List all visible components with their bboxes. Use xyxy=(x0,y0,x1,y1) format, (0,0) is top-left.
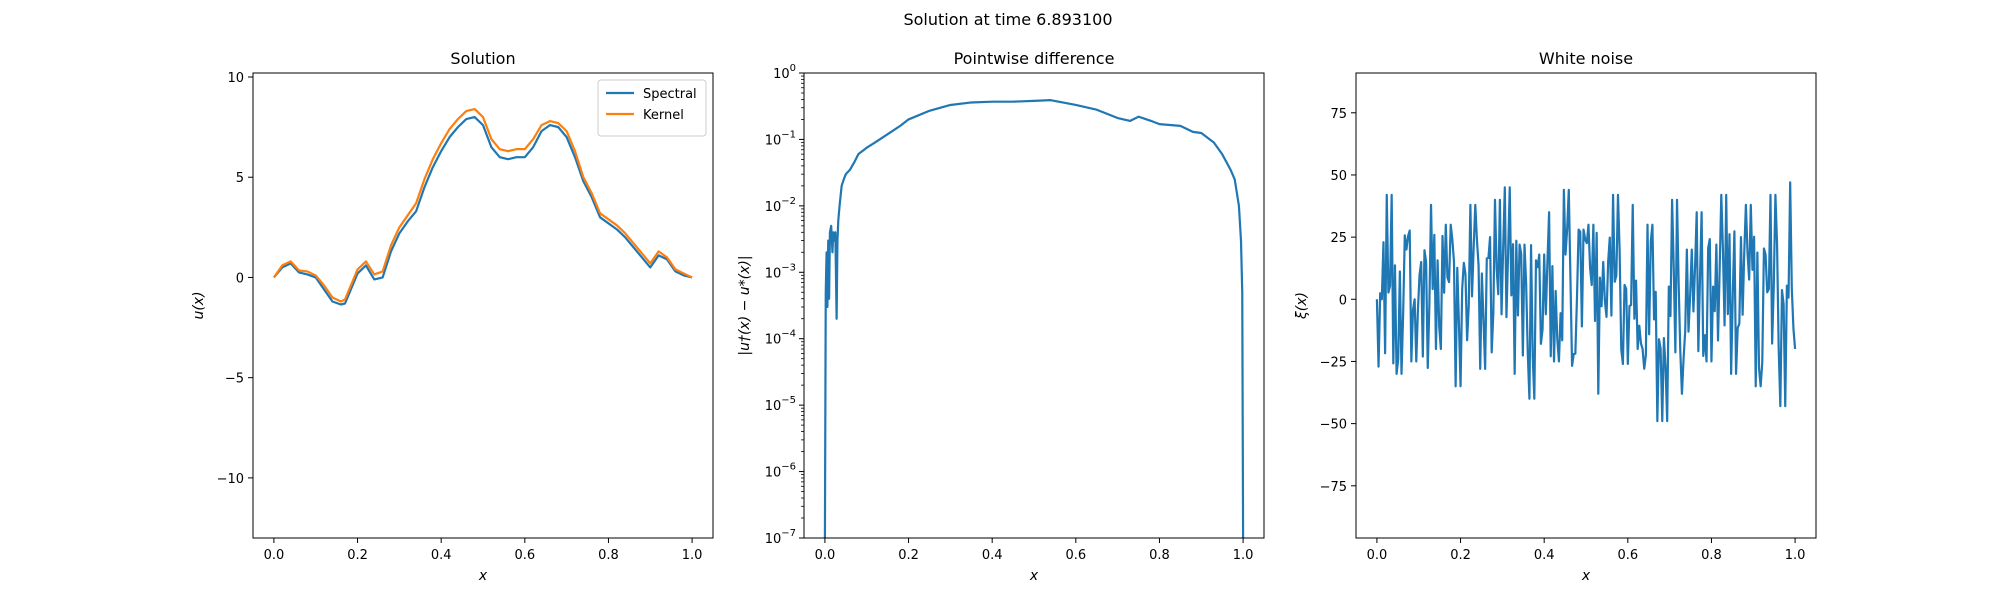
x-tick-label: 0.2 xyxy=(898,548,919,563)
chart-title: White noise xyxy=(1539,49,1633,68)
y-tick-label: 10−2 xyxy=(765,196,796,215)
series-group xyxy=(823,99,1245,538)
figure-suptitle: Solution at time 6.893100 xyxy=(903,10,1112,29)
y-tick-label: 25 xyxy=(1330,231,1347,246)
y-tick-exponent: −4 xyxy=(781,329,796,340)
legend: Spectral Kernel xyxy=(597,79,707,137)
x-tick-label: 0.4 xyxy=(1534,548,1555,563)
series-group xyxy=(1375,181,1797,423)
y-tick-label: 10−5 xyxy=(765,395,796,414)
y-tick-label: 10−1 xyxy=(765,129,796,148)
y-tick-label: 10−3 xyxy=(765,262,796,281)
x-axis-label: x xyxy=(1029,568,1039,584)
chart-panel-1: 0.0 0.2 0.4 0.6 0.8 1.0 10 5 0 −5 −10 Solution x u(x)… xyxy=(191,49,714,584)
chart-panel-2: 0.0 0.2 0.4 0.6 0.8 1.0 100 10−1 10−2 10−3 10−4 10−… xyxy=(737,49,1265,584)
x-tick-label: 0.8 xyxy=(1149,548,1170,563)
y-tick-label: −25 xyxy=(1320,355,1347,370)
y-tick-label: −50 xyxy=(1320,418,1347,433)
x-tick-label: 0.6 xyxy=(1617,548,1638,563)
x-axis-label: x xyxy=(478,568,488,584)
x-tick-label: 1.0 xyxy=(682,548,703,563)
y-tick-exponent: −1 xyxy=(781,129,796,140)
y-tick-exponent: −5 xyxy=(781,395,796,406)
y-tick-label: 10 xyxy=(227,71,244,86)
chart-title: Pointwise difference xyxy=(954,49,1115,68)
x-tick-label: 0.4 xyxy=(982,548,1003,563)
axes-frame xyxy=(803,72,1265,539)
x-tick-label: 0.0 xyxy=(815,548,836,563)
y-tick-exponent: −6 xyxy=(781,462,796,473)
x-tick-label: 0.6 xyxy=(1065,548,1086,563)
series-line-curve xyxy=(1375,181,1797,423)
x-tick-label: 0.4 xyxy=(431,548,452,563)
legend-label-kernel: Kernel xyxy=(643,108,684,123)
y-tick-exponent: −2 xyxy=(781,196,796,207)
x-tick-label: 0.0 xyxy=(1367,548,1388,563)
series-group xyxy=(273,107,693,306)
axes-frame xyxy=(252,72,714,539)
x-tick-label: 0.2 xyxy=(1450,548,1471,563)
y-tick-exponent: 0 xyxy=(790,63,796,74)
plots-group: 0.0 0.2 0.4 0.6 0.8 1.01050−5−10Solutionxu(x)… xyxy=(191,49,1817,584)
y-tick-label: −75 xyxy=(1320,480,1347,495)
x-tick-label: 0.8 xyxy=(1701,548,1722,563)
legend-label-spectral: Spectral xyxy=(643,87,697,102)
series-line-kernel xyxy=(273,107,693,303)
y-tick-label: 10−7 xyxy=(765,528,796,547)
x-tick-label: 1.0 xyxy=(1785,548,1806,563)
series-line-spectral xyxy=(273,115,693,306)
y-tick-label: 50 xyxy=(1330,169,1347,184)
x-tick-label: 1.0 xyxy=(1233,548,1254,563)
y-tick-exponent: −3 xyxy=(781,262,796,273)
chart-title: Solution xyxy=(450,49,515,68)
y-axis-label: u(x) xyxy=(191,291,207,319)
x-tick-label: 0.6 xyxy=(514,548,535,563)
x-tick-label: 0.2 xyxy=(347,548,368,563)
axes-frame xyxy=(1355,72,1817,539)
y-tick-label: 0 xyxy=(1339,293,1347,308)
y-tick-label: 5 xyxy=(236,171,244,186)
y-tick-exponent: −7 xyxy=(781,528,796,539)
x-axis-label: x xyxy=(1581,568,1591,584)
y-tick-label: 10−6 xyxy=(765,462,796,481)
y-tick-label: 0 xyxy=(236,271,244,286)
y-tick-label: 100 xyxy=(773,63,796,82)
y-tick-label: 75 xyxy=(1330,107,1347,122)
x-tick-label: 0.8 xyxy=(598,548,619,563)
y-tick-label: −10 xyxy=(217,472,244,487)
y-tick-label: −5 xyxy=(225,372,244,387)
x-tick-label: 0.0 xyxy=(264,548,285,563)
y-tick-label: 10−4 xyxy=(765,329,796,348)
y-axis-label: |u†(x) − u*(x)| xyxy=(737,255,753,355)
series-line-curve xyxy=(823,99,1245,538)
y-axis-label: ξ(x) xyxy=(1294,292,1310,320)
chart-panel-3: 0.0 0.2 0.4 0.6 0.8 1.0 75 50 25 0 −25 −50 −75 White … xyxy=(1294,49,1817,584)
